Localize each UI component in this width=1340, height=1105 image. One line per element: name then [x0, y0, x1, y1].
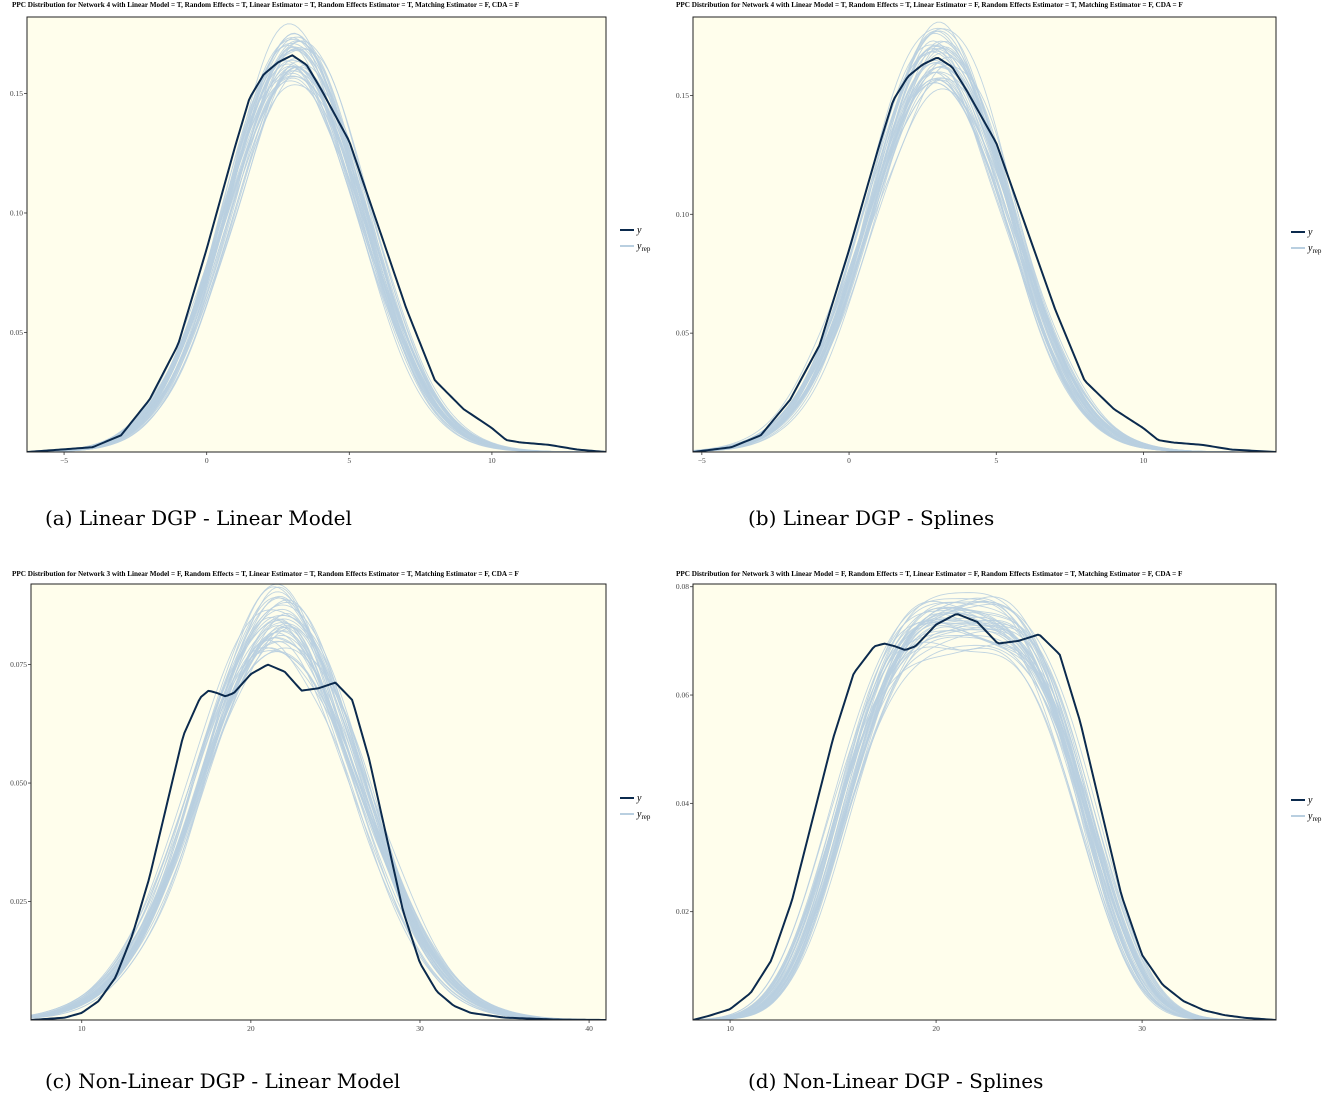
- subfigure-caption: (b) Linear DGP - Splines: [748, 506, 994, 530]
- x-tick-label: −5: [60, 456, 68, 465]
- yrep-series-line: [693, 622, 1276, 1020]
- legend-yrep-subscript: rep: [641, 813, 650, 821]
- chart-panel-1: PPC Distribution for Network 4 with Line…: [10, 1, 651, 530]
- legend-yrep-label: yrep: [1307, 243, 1322, 255]
- y-tick-label: 0.10: [676, 210, 689, 219]
- y-series-line: [693, 613, 1276, 1020]
- subfigure-caption: (a) Linear DGP - Linear Model: [45, 506, 352, 530]
- legend: y yrep: [620, 225, 651, 253]
- legend-yrep-label: yrep: [636, 809, 651, 821]
- x-tick-label: 30: [1138, 1024, 1146, 1033]
- yrep-series-line: [693, 27, 1276, 452]
- y-tick-label: 0.02: [676, 907, 689, 916]
- y-series-line: [27, 54, 606, 452]
- plot-background: [27, 17, 606, 452]
- plot-title: PPC Distribution for Network 4 with Line…: [676, 1, 1183, 9]
- legend-yrep-subscript: rep: [641, 245, 650, 253]
- y-tick-label: 0.15: [676, 91, 689, 100]
- y-tick-label: 0.050: [10, 779, 27, 788]
- legend: y yrep: [620, 793, 651, 821]
- legend-y-label: y: [636, 793, 642, 804]
- y-tick-label: 0.10: [10, 208, 23, 217]
- legend: y yrep: [1291, 795, 1322, 823]
- x-tick-label: 10: [488, 456, 496, 465]
- x-tick-label: 0: [205, 456, 209, 465]
- y-tick-label: 0.06: [676, 691, 689, 700]
- plot-title: PPC Distribution for Network 4 with Line…: [12, 1, 520, 9]
- x-tick-label: 20: [932, 1024, 940, 1033]
- chart-panel-3: PPC Distribution for Network 3 with Line…: [10, 570, 651, 1093]
- plot-border: [692, 583, 1277, 1021]
- chart-panel-4: PPC Distribution for Network 3 with Line…: [676, 570, 1322, 1093]
- y-tick-label: 0.15: [10, 89, 23, 98]
- y-tick-label: 0.08: [676, 582, 689, 591]
- x-tick-label: −5: [698, 456, 706, 465]
- y-tick-label: 0.05: [676, 329, 689, 338]
- y-series-line: [31, 663, 606, 1020]
- plot-border: [26, 16, 607, 453]
- legend-yrep-label: yrep: [636, 241, 651, 253]
- x-tick-label: 5: [994, 456, 998, 465]
- plot-border: [30, 583, 607, 1021]
- yrep-series-line: [693, 59, 1276, 452]
- yrep-series-line: [693, 630, 1276, 1020]
- chart-panel-2: PPC Distribution for Network 4 with Line…: [676, 1, 1322, 530]
- x-tick-label: 5: [347, 456, 351, 465]
- yrep-series-line: [27, 66, 606, 452]
- plot-title: PPC Distribution for Network 3 with Line…: [12, 570, 519, 578]
- subfigure-caption: (d) Non-Linear DGP - Splines: [748, 1069, 1043, 1093]
- y-tick-label: 0.075: [10, 660, 27, 669]
- plot-background: [693, 584, 1276, 1020]
- legend-yrep-subscript: rep: [1312, 815, 1321, 823]
- yrep-series-line: [693, 625, 1276, 1020]
- x-tick-label: 20: [247, 1024, 255, 1033]
- x-tick-label: 10: [1140, 456, 1148, 465]
- y-series-line: [693, 57, 1276, 452]
- yrep-series-line: [31, 639, 606, 1020]
- plot-background: [693, 17, 1276, 452]
- legend-y-label: y: [1307, 227, 1313, 238]
- x-tick-label: 30: [416, 1024, 424, 1033]
- legend: y yrep: [1291, 227, 1322, 255]
- legend-y-label: y: [636, 225, 642, 236]
- x-tick-label: 10: [78, 1024, 86, 1033]
- subfigure-caption: (c) Non-Linear DGP - Linear Model: [45, 1069, 400, 1093]
- y-tick-label: 0.05: [10, 328, 23, 337]
- plot-title: PPC Distribution for Network 3 with Line…: [676, 570, 1183, 578]
- x-tick-label: 40: [585, 1024, 593, 1033]
- plot-border: [692, 16, 1277, 453]
- legend-yrep-subscript: rep: [1312, 247, 1321, 255]
- x-tick-label: 0: [847, 456, 851, 465]
- x-tick-label: 10: [726, 1024, 734, 1033]
- yrep-series-line: [31, 637, 606, 1020]
- yrep-series-line: [693, 626, 1276, 1020]
- y-tick-label: 0.04: [676, 799, 689, 808]
- legend-y-label: y: [1307, 795, 1313, 806]
- yrep-series-line: [693, 607, 1276, 1020]
- legend-yrep-label: yrep: [1307, 811, 1322, 823]
- y-tick-label: 0.025: [10, 897, 27, 906]
- yrep-series-line: [31, 584, 606, 1020]
